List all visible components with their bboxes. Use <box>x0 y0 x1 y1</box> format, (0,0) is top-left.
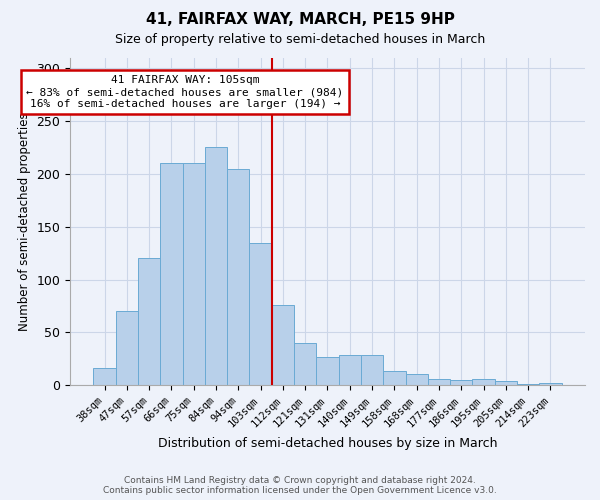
Bar <box>250 242 272 386</box>
Bar <box>138 258 160 386</box>
Bar <box>428 379 450 386</box>
Bar <box>116 312 138 386</box>
Text: 41, FAIRFAX WAY, MARCH, PE15 9HP: 41, FAIRFAX WAY, MARCH, PE15 9HP <box>146 12 454 28</box>
Bar <box>227 168 250 386</box>
Bar <box>517 384 539 386</box>
Bar <box>472 379 495 386</box>
Bar <box>539 383 562 386</box>
Bar <box>495 381 517 386</box>
Text: Size of property relative to semi-detached houses in March: Size of property relative to semi-detach… <box>115 32 485 46</box>
Bar <box>383 370 406 386</box>
Bar <box>316 357 338 386</box>
Bar <box>94 368 116 386</box>
X-axis label: Distribution of semi-detached houses by size in March: Distribution of semi-detached houses by … <box>158 437 497 450</box>
Text: 41 FAIRFAX WAY: 105sqm
← 83% of semi-detached houses are smaller (984)
16% of se: 41 FAIRFAX WAY: 105sqm ← 83% of semi-det… <box>26 76 343 108</box>
Bar <box>406 374 428 386</box>
Text: Contains HM Land Registry data © Crown copyright and database right 2024.
Contai: Contains HM Land Registry data © Crown c… <box>103 476 497 495</box>
Bar <box>294 343 316 386</box>
Bar <box>272 305 294 386</box>
Y-axis label: Number of semi-detached properties: Number of semi-detached properties <box>18 112 31 330</box>
Bar <box>205 148 227 386</box>
Bar <box>361 354 383 386</box>
Bar <box>338 354 361 386</box>
Bar <box>182 164 205 386</box>
Bar <box>450 380 472 386</box>
Bar <box>160 164 182 386</box>
